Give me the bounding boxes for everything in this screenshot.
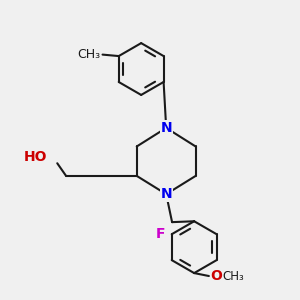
Text: F: F [156,227,165,241]
Text: O: O [210,269,222,283]
Text: CH₃: CH₃ [222,269,244,283]
Text: N: N [160,187,172,201]
Text: N: N [160,121,172,135]
Text: CH₃: CH₃ [77,48,101,61]
Text: HO: HO [23,150,47,164]
